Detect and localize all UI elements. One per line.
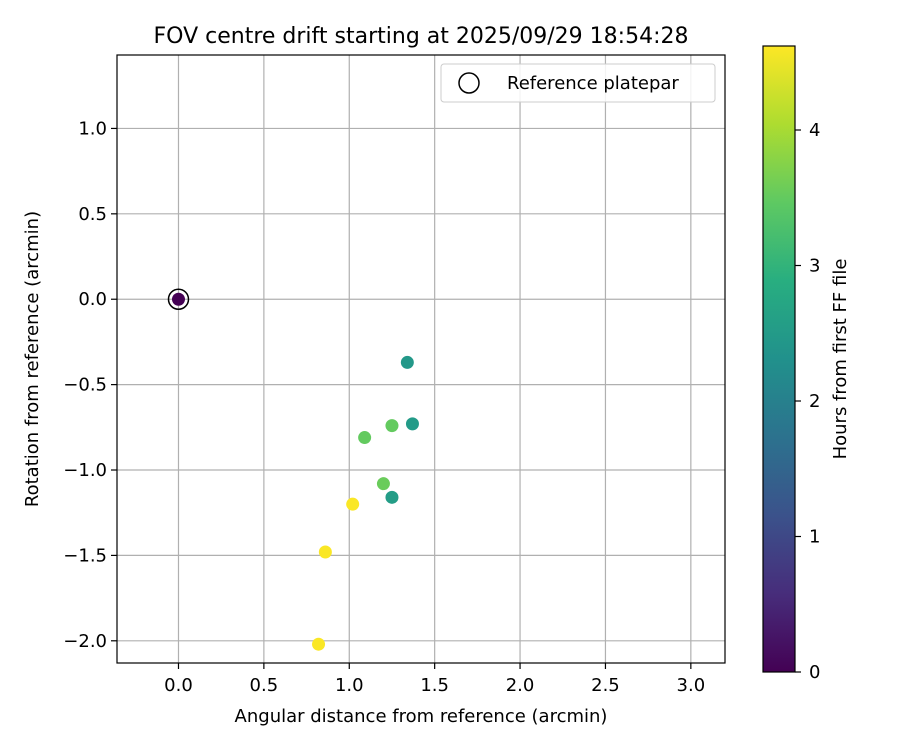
legend-box (440, 63, 716, 103)
colorbar-tick-label: 0 (809, 662, 820, 683)
x-axis-label: Angular distance from reference (arcmin) (235, 706, 608, 727)
y-tick-label: 0.0 (78, 289, 107, 310)
x-tick-label: 2.5 (591, 675, 620, 696)
x-tick-label: 1.0 (335, 675, 364, 696)
y-axis-label: Rotation from reference (arcmin) (22, 211, 43, 507)
y-tick-label: 0.5 (78, 204, 107, 225)
colorbar-tick-label: 4 (809, 120, 820, 141)
y-axis-ticks: 1.0 0.5 0.0 −0.5 −1.0 −1.5 −2.0 (63, 118, 117, 652)
colorbar-label: Hours from first FF file (830, 259, 851, 460)
data-point (376, 477, 390, 491)
y-tick-label: −2.0 (63, 631, 107, 652)
legend-marker-reference (458, 72, 480, 94)
colorbar-tick-label: 2 (809, 391, 820, 412)
legend: Reference platepar (440, 63, 716, 103)
y-tick-label: −0.5 (63, 375, 107, 396)
reference-platepar-marker (167, 288, 190, 310)
data-point (312, 637, 326, 651)
grid-lines (117, 55, 725, 663)
data-point (385, 419, 399, 433)
data-points (167, 288, 419, 651)
data-point (318, 545, 332, 559)
x-tick-label: 0.5 (250, 675, 279, 696)
colorbar-ticks: 0 1 2 3 4 (795, 120, 820, 683)
x-axis-ticks: 0.0 0.5 1.0 1.5 2.0 2.5 3.0 (164, 663, 705, 696)
data-point (358, 431, 372, 445)
data-point (400, 355, 414, 369)
data-point (385, 490, 399, 504)
colorbar: 0 1 2 3 4 Hours from first FF file (762, 45, 851, 683)
x-tick-label: 3.0 (677, 675, 706, 696)
data-point (171, 292, 185, 306)
y-tick-label: −1.0 (63, 460, 107, 481)
y-tick-label: 1.0 (78, 118, 107, 139)
data-point (405, 417, 419, 431)
colorbar-gradient (762, 45, 796, 673)
y-tick-label: −1.5 (63, 545, 107, 566)
x-tick-label: 2.0 (506, 675, 535, 696)
legend-entry-reference: Reference platepar (507, 73, 679, 94)
colorbar-tick-label: 3 (809, 256, 820, 277)
data-point (346, 497, 360, 511)
chart-title: FOV centre drift starting at 2025/09/29 … (154, 24, 689, 49)
colorbar-tick-label: 1 (809, 527, 820, 548)
x-tick-label: 0.0 (164, 675, 193, 696)
plot-frame (116, 54, 726, 664)
x-tick-label: 1.5 (420, 675, 449, 696)
